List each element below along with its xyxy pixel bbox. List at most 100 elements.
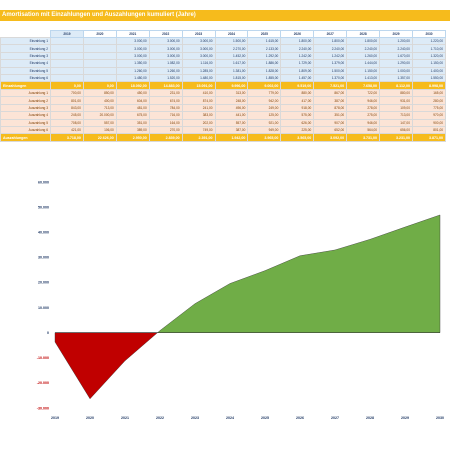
table-cell: 278,00 [347,104,380,111]
table-cell: 1.886,00 [248,60,281,67]
table-cell: 7.658,00 [347,82,380,90]
table-cell: 3.000,00 [116,52,149,59]
table-cell: 801,00 [51,97,84,104]
table-cell: 874,00 [182,97,215,104]
table-cell: 749,00 [182,126,215,133]
table-cell: 1.350,00 [116,60,149,67]
auszahlung-row: Auszahlung 6 421,00 106,00 389,00 270,00 749,… [1,126,446,133]
y-tick-label: 20.000 [38,281,49,285]
table-cell: 3.965,00 [248,134,281,142]
table-cell: 946,00 [347,97,380,104]
year-header-row: 2019 2020 2021 2022 2023 2024 2025 2026 2027 2028… [1,31,446,38]
year-header: 2022 [149,31,182,38]
row-label: Einzahlung 5 [1,67,51,74]
x-tick-label: 2024 [226,416,234,420]
table-cell: 165,00 [412,89,445,96]
table-cell: 557,00 [83,119,116,126]
x-tick-label: 2020 [86,416,94,420]
year-header: 2028 [347,31,380,38]
table-cell: 3.000,00 [116,38,149,45]
table-cell: 1.292,00 [248,52,281,59]
table-cell: 3.000,00 [182,52,215,59]
table-cell: 652,00 [314,126,347,133]
table-cell: 674,00 [149,97,182,104]
einzahlung-row: Einzahlung 4 1.350,00 1.082,00 1.116,00 1.61… [1,60,446,67]
table-cell: 1.800,00 [314,38,347,45]
table-cell: 1.480,00 [182,74,215,81]
auszahlung-row: Auszahlung 5 708,00 557,00 351,00 164,00 202,… [1,119,446,126]
table-cell: 1.082,00 [149,60,182,67]
table-cell: 1.150,00 [347,67,380,74]
table-cell: 387,00 [314,97,347,104]
x-tick-label: 2025 [261,416,269,420]
amortisation-table: 2019 2020 2021 2022 2023 2024 2025 2026 2027 2028… [0,30,446,142]
table-cell: 450,00 [116,89,149,96]
table-cell: 0,00 [83,82,116,90]
table-cell: 1.800,00 [281,38,314,45]
table-cell: 918,00 [281,104,314,111]
table-cell: 1.200,00 [380,38,413,45]
table-cell: 713,00 [380,112,413,119]
table-cell: 1.710,00 [412,45,445,52]
table-cell: 313,00 [215,89,248,96]
table-cell: 675,00 [116,112,149,119]
table-cell: 1.500,00 [314,67,347,74]
table-cell: 441,00 [215,112,248,119]
table-cell: 400,00 [83,97,116,104]
einzahlung-row: Einzahlung 2 3.000,00 3.000,00 3.000,00 2.27… [1,45,446,52]
cumulative-area-chart: 60.000 50.000 40.000 30.000 20.000 10.000 0 -10… [0,172,450,434]
x-tick-label: 2022 [156,416,164,420]
table-cell: 1.260,00 [149,67,182,74]
table-cell: 3.718,00 [51,134,84,142]
einzahlung-row: Einzahlung 6 1.480,00 1.520,00 1.480,00 1.81… [1,74,446,81]
table-cell: 1.452,00 [215,52,248,59]
table-cell: 564,00 [347,126,380,133]
table-cell: 880,00 [281,89,314,96]
table-cell: 931,00 [380,97,413,104]
table-cell: 907,00 [314,119,347,126]
table-cell [83,45,116,52]
table-cell: 3.565,00 [281,134,314,142]
table-cell [83,60,116,67]
table-cell: 801,00 [412,126,445,133]
table-cell [51,60,84,67]
table-cell: 389,00 [116,126,149,133]
table-cell: 2.391,00 [182,134,215,142]
x-tick-label: 2027 [331,416,339,420]
table-cell: 3.871,00 [412,134,445,142]
table-cell: 14.883,00 [149,82,182,90]
table-cell: 1.550,00 [412,74,445,81]
table-cell: 1.480,00 [116,74,149,81]
row-label: Auszahlung 5 [1,119,51,126]
x-tick-label: 2023 [191,416,199,420]
row-label: Einzahlung 3 [1,52,51,59]
year-header: 2019 [51,31,84,38]
row-label: Auszahlung 4 [1,112,51,119]
table-cell: 1.942,00 [215,134,248,142]
table-cell: 626,00 [281,119,314,126]
table-cell: 575,00 [281,112,314,119]
y-tick-label: -20.000 [37,381,49,385]
table-cell: 3.231,00 [380,134,413,142]
table-cell: 1.670,00 [380,52,413,59]
auszahlungen-sum-row: Auszahlungen 3.718,00 22.626,00 2.950,00 2.8… [1,134,446,142]
table-cell: 1.815,00 [215,74,248,81]
table-cell: 8.112,00 [380,82,413,90]
table-cell: 2.240,00 [314,45,347,52]
table-cell: 0,00 [51,82,84,90]
table-cell: 900,00 [412,119,445,126]
table-cell: 779,00 [248,89,281,96]
table-cell [83,38,116,45]
table-cell: 850,00 [83,89,116,96]
y-tick-label: 40.000 [38,231,49,235]
row-label: Einzahlung 6 [1,74,51,81]
einzahlungen-sum-row: Einzahlungen 0,00 0,00 18.092,00 14.883,00 15… [1,82,446,90]
table-cell: 970,00 [412,112,445,119]
table-cell: 249,00 [248,104,281,111]
table-cell: 3.000,00 [116,45,149,52]
row-label: Einzahlung 2 [1,45,51,52]
table-cell: 7.521,00 [314,82,347,90]
table-cell: 1.220,00 [412,38,445,45]
header-corner [1,31,51,38]
table-cell: 241,00 [182,104,215,111]
